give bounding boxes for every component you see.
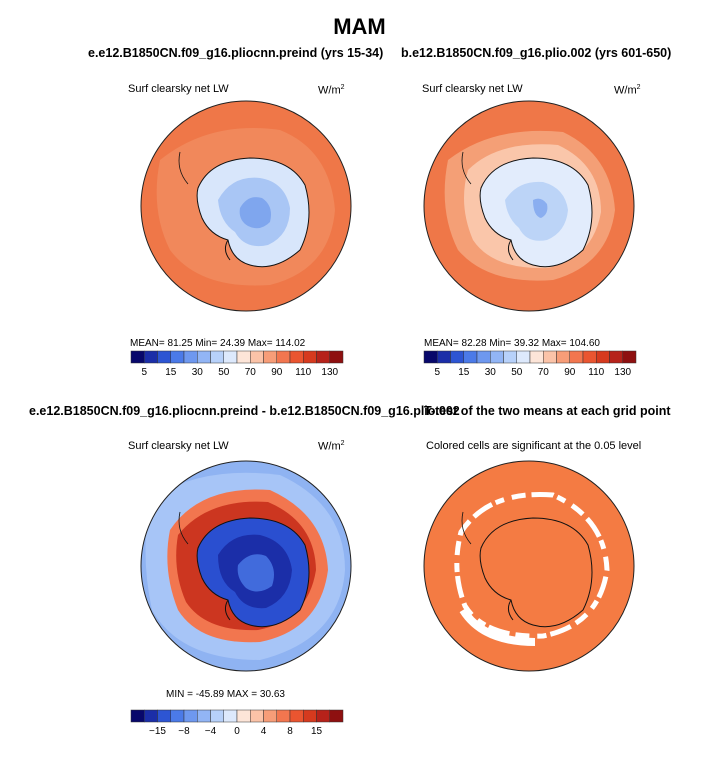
colorbar-swatch: [210, 709, 224, 723]
colorbar-swatch: [543, 350, 557, 364]
colorbar-swatch: [250, 350, 264, 364]
colorbar-tick-label: 0: [234, 726, 240, 737]
colorbar-swatch: [263, 709, 277, 723]
colorbar-swatch: [582, 350, 597, 364]
colorbar-swatch: [183, 350, 198, 364]
colorbar-tick-label: −8: [178, 726, 190, 737]
panel-3-stats: MIN = -45.89 MAX = 30.63: [166, 689, 285, 700]
colorbar-2: 5 15 30 50 70 90 110 130: [423, 350, 637, 378]
colorbar-tick-label: 90: [564, 367, 576, 378]
colorbar-tick-label: −4: [205, 726, 217, 737]
colorbar-tick-label: 15: [458, 367, 470, 378]
colorbar-swatch: [596, 350, 610, 364]
colorbar-1: 5 15 30 50 70 90 110 130: [130, 350, 344, 378]
colorbar-swatch: [236, 709, 251, 723]
colorbar-swatch: [289, 350, 304, 364]
panel-4-map: [423, 460, 635, 672]
panel-2-map: [423, 100, 635, 312]
colorbar-swatch: [144, 350, 158, 364]
colorbar-tick-label: 4: [261, 726, 267, 737]
colorbar-swatch: [622, 350, 637, 364]
colorbar-swatch: [197, 709, 211, 723]
colorbar-swatch: [250, 709, 264, 723]
panel-4-variable: Colored cells are significant at the 0.0…: [426, 440, 642, 452]
colorbar-tick-label: 50: [218, 367, 230, 378]
colorbar-swatch: [463, 350, 478, 364]
colorbar-swatch: [170, 350, 185, 364]
panel-2-stats: MEAN= 82.28 Min= 39.32 Max= 104.60: [424, 338, 600, 349]
colorbar-tick-label: −15: [149, 726, 166, 737]
colorbar-swatch: [516, 350, 531, 364]
colorbar-swatch: [303, 350, 317, 364]
colorbar-swatch: [609, 350, 623, 364]
colorbar-swatch: [197, 350, 211, 364]
colorbar-swatch: [303, 709, 317, 723]
colorbar-tick-label: 90: [271, 367, 283, 378]
colorbar-tick-label: 50: [511, 367, 523, 378]
map-frame: [423, 100, 635, 312]
panel-4-title: T-test of the two means at each grid poi…: [424, 404, 671, 418]
panel-2-title: b.e12.B1850CN.f09_g16.plio.002 (yrs 601-…: [401, 46, 672, 60]
colorbar-swatch: [157, 350, 171, 364]
colorbar-swatch: [144, 709, 158, 723]
panel-3-map: [140, 460, 352, 672]
colorbar-swatch: [329, 709, 344, 723]
colorbar-swatch: [170, 709, 185, 723]
colorbar-swatch: [329, 350, 344, 364]
map-frame: [140, 460, 352, 672]
colorbar-swatch: [423, 350, 438, 364]
colorbar-tick-label: 130: [614, 367, 631, 378]
figure-title: MAM: [333, 14, 386, 39]
antarctica-outline: [479, 517, 593, 628]
non-significant-ring: [454, 491, 610, 639]
map-frame: [140, 100, 352, 312]
colorbar-tick-label: 15: [165, 367, 177, 378]
panel-2-units: W/m2: [614, 84, 641, 97]
panel-1-stats: MEAN= 81.25 Min= 24.39 Max= 114.02: [130, 338, 306, 349]
colorbar-tick-label: 70: [245, 367, 257, 378]
colorbar-3: −15 −8 −4 0 4 8 15: [130, 709, 344, 737]
colorbar-swatch: [157, 709, 171, 723]
panel-1-variable: Surf clearsky net LW: [128, 83, 229, 95]
colorbar-swatch: [130, 709, 145, 723]
colorbar-tick-label: 110: [588, 367, 604, 378]
colorbar-swatch: [276, 709, 291, 723]
colorbar-swatch: [236, 350, 251, 364]
colorbar-swatch: [263, 350, 277, 364]
colorbar-swatch: [476, 350, 491, 364]
colorbar-swatch: [450, 350, 464, 364]
colorbar-swatch: [316, 350, 330, 364]
colorbar-swatch: [490, 350, 504, 364]
colorbar-swatch: [289, 709, 304, 723]
colorbar-swatch: [183, 709, 198, 723]
colorbar-swatch: [130, 350, 145, 364]
colorbar-tick-label: 130: [321, 367, 338, 378]
panel-1-title: e.e12.B1850CN.f09_g16.pliocnn.preind (yr…: [88, 46, 384, 60]
colorbar-tick-label: 8: [287, 726, 293, 737]
colorbar-tick-label: 5: [141, 367, 147, 378]
colorbar-tick-label: 15: [311, 726, 323, 737]
colorbar-tick-label: 30: [485, 367, 497, 378]
colorbar-tick-label: 70: [538, 367, 550, 378]
panel-1-map: [140, 100, 352, 312]
colorbar-swatch: [316, 709, 330, 723]
colorbar-swatch: [276, 350, 291, 364]
panel-2-variable: Surf clearsky net LW: [422, 83, 523, 95]
colorbar-swatch: [223, 709, 238, 723]
panel-1-units: W/m2: [318, 84, 345, 97]
colorbar-tick-label: 5: [434, 367, 440, 378]
panel-3-title: e.e12.B1850CN.f09_g16.pliocnn.preind - b…: [29, 404, 460, 418]
colorbar-tick-label: 30: [192, 367, 204, 378]
colorbar-swatch: [210, 350, 224, 364]
colorbar-tick-label: 110: [295, 367, 311, 378]
panel-3-variable: Surf clearsky net LW: [128, 440, 229, 452]
colorbar-swatch: [437, 350, 451, 364]
colorbar-swatch: [529, 350, 544, 364]
map-frame: [423, 460, 635, 672]
colorbar-swatch: [556, 350, 570, 364]
colorbar-swatch: [569, 350, 584, 364]
colorbar-swatch: [223, 350, 238, 364]
colorbar-swatch: [503, 350, 517, 364]
panel-3-units: W/m2: [318, 440, 345, 453]
